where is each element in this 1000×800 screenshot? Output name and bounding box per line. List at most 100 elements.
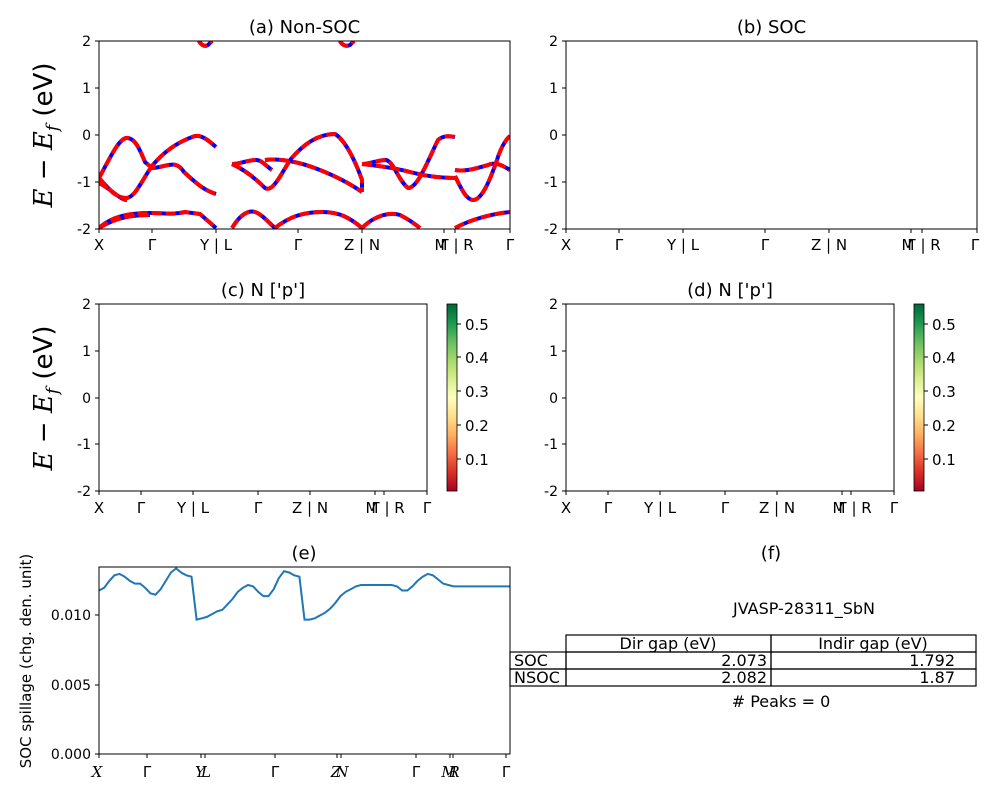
panel-d-frame: [565, 303, 895, 492]
panel-c-frame: [98, 303, 428, 492]
panel-b-frame: [565, 40, 978, 230]
gap-table-text: Dir gap (eV) Indir gap (eV) SOC 2.073 1.…: [514, 634, 955, 687]
panel-d-ytick-label: -1: [544, 437, 558, 453]
panel-f: (f) JVASP-28311_SbN Dir gap (eV) Indir g…: [509, 543, 977, 711]
panel-d-xtick-label: X: [561, 499, 571, 517]
panel-a-yticks: -2 -1 0 1 2: [77, 34, 99, 238]
panel-b-ytick-label: 2: [549, 34, 558, 50]
panel-c-ylabel: E − Ef (eV): [29, 326, 63, 472]
panel-b-xtick-label: Z | N: [811, 236, 847, 254]
panel-c-points-red: [179, 304, 303, 309]
panel-e-ytick-label: 0.010: [51, 608, 91, 624]
panel-c-xtick-label: X: [94, 499, 104, 517]
panel-d-xtick-label: Z | N: [759, 499, 795, 517]
panel-b-xticks: X Γ Y | L Γ Z | N M Γ | R Γ: [561, 229, 980, 254]
panel-d-xtick-label: Γ: [721, 499, 730, 517]
panel-c-xtick-label: M: [366, 499, 379, 517]
panel-d-colorbar-tick: 0.2: [932, 417, 956, 435]
panel-b-ytick-label: -2: [544, 222, 558, 238]
panel-e-xtick-label: L: [200, 763, 211, 781]
panel-c-points-green-light: [141, 397, 427, 452]
panel-a-xticks: X Γ Y | L Γ Z | N M Γ | R Γ: [94, 229, 515, 254]
panel-b-xtick-label: Γ | R: [907, 236, 940, 254]
panel-a-xtick-label: M: [435, 236, 448, 254]
table-header: Dir gap (eV): [620, 634, 717, 653]
panel-c-colorbar-tick: 0.5: [465, 316, 489, 334]
panel-b-band-blue-2: [566, 167, 829, 231]
panel-c-xticks: X Γ Y | L Γ Z | N M Γ | R Γ: [94, 491, 432, 517]
panel-a-ytick-label: 0: [82, 128, 91, 144]
panel-a-xtick-label: Γ: [506, 236, 515, 254]
panel-b-xtick-label: Y | L: [666, 236, 700, 254]
panel-c-points: [99, 304, 427, 491]
panel-e-xtick-label: Γ: [271, 763, 280, 781]
panel-a-ytick-label: -1: [77, 175, 91, 191]
panel-c-colorbar-tick: 0.3: [465, 383, 489, 401]
panel-d-points-green-light: [608, 397, 894, 452]
panel-f-title: (f): [761, 543, 781, 564]
panel-c-colorbar: 0.1 0.2 0.3 0.4 0.5: [446, 303, 489, 492]
panel-e-xtick-label: R: [447, 763, 459, 781]
panel-a-ytick-label: 2: [82, 34, 91, 50]
panel-b-ytick-label: 1: [549, 81, 558, 97]
panel-d: (d) N ['p'] -2 -1 0 1 2 X Γ Y | L Γ Z | …: [544, 280, 956, 517]
panel-d-colorbar-tick: 0.4: [932, 349, 956, 367]
panel-c-yticks: -2 -1 0 1 2: [77, 297, 99, 500]
panel-d-ytick-label: 1: [549, 344, 558, 360]
table-cell: 2.082: [721, 668, 767, 687]
panel-e-spillage-line: [98, 567, 510, 621]
panel-e-ytick-label: 0.005: [51, 678, 91, 694]
panel-d-colorbar-tick: 0.1: [932, 451, 956, 469]
panel-c-ytick-label: 0: [82, 391, 91, 407]
panel-e-title: (e): [291, 543, 316, 564]
panel-c-colorbar-gradient: [446, 303, 458, 492]
panel-d-points-yellow: [566, 438, 784, 463]
panel-b-title: (b) SOC: [737, 17, 806, 38]
panel-b-xtick-label: M: [902, 236, 915, 254]
panel-e: (e) SOC spillage (chg. den. unit) 0.000 …: [17, 543, 511, 781]
gap-table: [509, 634, 977, 687]
panel-a-xtick-label: Y | L: [199, 236, 233, 254]
panel-d-points-green-mid: [566, 427, 822, 491]
panel-e-ylabel: SOC spillage (chg. den. unit): [17, 554, 35, 769]
panel-b-xtick-label: Γ: [615, 236, 624, 254]
panel-d-colorbar-tick: 0.3: [932, 383, 956, 401]
panel-b: (b) SOC -2 -1 0 1 2 X Γ Y | L Γ Z | N M …: [544, 17, 980, 254]
panel-e-xtick-label: Γ: [143, 763, 152, 781]
panel-d-points-green-dark: [566, 399, 894, 491]
panel-a-ytick-label: 1: [82, 81, 91, 97]
table-cell: 2.073: [721, 651, 767, 670]
panel-b-xtick-label: Γ: [971, 236, 980, 254]
panel-d-xtick-label: Γ: [890, 499, 899, 517]
panel-d-yticks: -2 -1 0 1 2: [544, 297, 566, 500]
panel-c: (c) N ['p'] E − Ef (eV) -2 -1 0 1 2 X Γ …: [29, 280, 489, 517]
panel-e-ytick-label: 0.000: [51, 747, 91, 763]
panel-d-colorbar-tick: 0.5: [932, 316, 956, 334]
panel-c-ytick-label: -1: [77, 437, 91, 453]
panel-c-xtick-label: Z | N: [292, 499, 328, 517]
panel-c-colorbar-tick: 0.2: [465, 417, 489, 435]
panel-c-points-green-dark: [99, 399, 427, 491]
panel-c-xtick-label: Γ | R: [371, 499, 404, 517]
panel-e-xtick-label: Γ: [412, 763, 421, 781]
panel-e-xtick-label: N: [334, 763, 349, 781]
panel-a-xtick-label: Γ: [148, 236, 157, 254]
panel-a-xtick-label: Γ | R: [440, 236, 473, 254]
panel-f-footer: # Peaks = 0: [732, 692, 831, 711]
panel-c-colorbar-tick: 0.1: [465, 451, 489, 469]
panel-a: (a) Non-SOC E − Ef (eV) -2 -1 0 1 2 X Γ …: [29, 17, 515, 254]
panel-e-xtick-label: X: [91, 763, 104, 781]
panel-f-caption: JVASP-28311_SbN: [732, 599, 875, 619]
panel-c-ytick-label: 1: [82, 344, 91, 360]
panel-e-xtick-label: Γ: [502, 763, 511, 781]
panel-d-xtick-label: Γ: [604, 499, 613, 517]
panel-b-xtick-label: X: [561, 236, 571, 254]
table-header: Indir gap (eV): [818, 634, 928, 653]
panel-d-ytick-label: 0: [549, 391, 558, 407]
panel-e-xtick-label: Y: [195, 763, 207, 781]
panel-a-xtick-label: Γ: [294, 236, 303, 254]
panel-d-xtick-label: Γ | R: [838, 499, 871, 517]
panel-c-xtick-label: Γ: [423, 499, 432, 517]
panel-c-ytick-label: 2: [82, 297, 91, 313]
